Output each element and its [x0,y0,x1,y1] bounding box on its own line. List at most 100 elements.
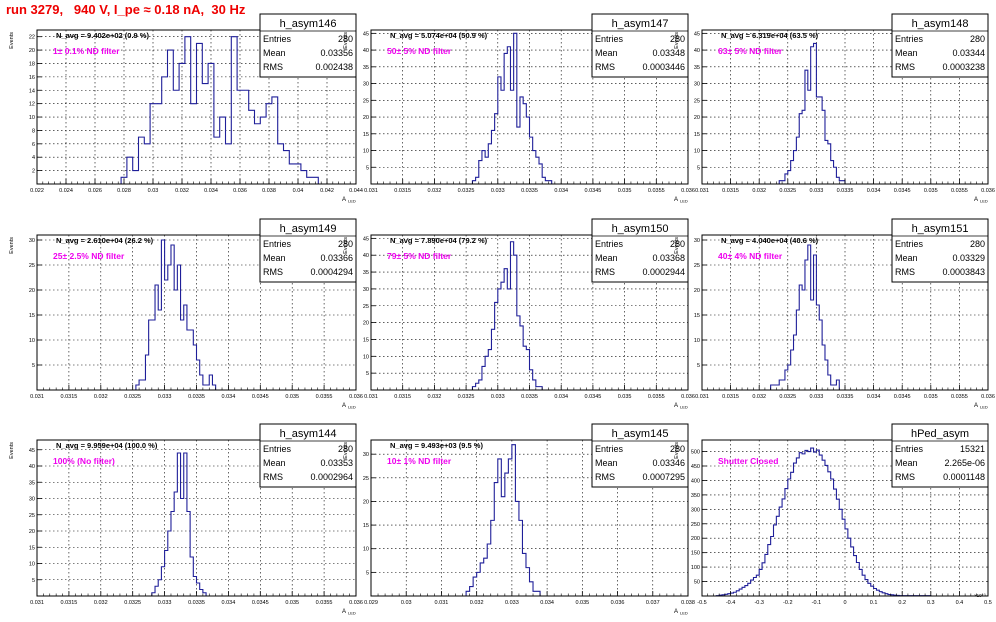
y-tick-label: 45 [694,31,700,37]
x-tick-label: 0.0325 [779,394,796,400]
x-tick-label: 0.035 [924,188,938,194]
x-tick-label: 0.038 [262,188,276,194]
y-tick-label: 30 [363,82,369,88]
y-axis-title: Events [674,32,680,49]
x-axis-title: A [974,403,978,409]
stats-rms-label: RMS [263,472,283,482]
y-tick-label: 4 [32,155,35,161]
y-tick-label: 12 [29,102,35,108]
x-tick-label: 0.0345 [584,188,601,194]
stats-rms-label: RMS [895,267,915,277]
stats-entries-value: 280 [338,239,353,249]
y-tick-label: 20 [694,288,700,294]
histogram-bars [471,241,543,390]
stats-entries-label: Entries [595,239,624,249]
stats-entries-value: 280 [338,444,353,454]
y-tick-label: 22 [29,35,35,41]
x-tick-label: 0.034 [204,188,218,194]
x-tick-label: 0.0315 [394,394,411,400]
x-tick-label: 0.031 [435,600,449,606]
y-tick-label: 15 [363,132,369,138]
x-tick-label: 0.5 [984,600,992,606]
stats-mean-label: Mean [895,48,918,58]
x-tick-label: 0.032 [428,394,442,400]
x-tick-label: 0.0315 [722,188,739,194]
y-tick-label: 150 [691,551,700,557]
stats-entries-label: Entries [595,444,624,454]
navg-label: N_avg = 2.610e+04 (26.2 %) [56,236,154,245]
y-tick-label: 10 [29,338,35,344]
y-tick-label: 5 [366,570,369,576]
x-tick-label: 0.036 [681,394,695,400]
filter-label: 100% (No filter) [53,456,115,466]
x-tick-label: 0.032 [94,600,108,606]
x-tick-label: 0.0355 [316,394,333,400]
stats-mean-label: Mean [595,458,618,468]
stats-mean-value: 0.03348 [652,48,685,58]
y-tick-label: 15 [363,337,369,343]
stats-rms-value: 0.0002964 [310,472,353,482]
x-tick-label: 0.031 [695,394,709,400]
histogram-bars [151,452,207,596]
histogram-bars [715,447,932,597]
x-tick-label: 0.036 [681,188,695,194]
y-tick-label: 20 [29,48,35,54]
x-tick-label: -0.2 [783,600,792,606]
filter-label: Shutter Closed [718,456,778,466]
x-tick-label: 0.2 [898,600,906,606]
x-tick-label: 0.031 [695,188,709,194]
stats-rms-label: RMS [595,472,615,482]
y-tick-label: 15 [29,545,35,551]
x-tick-label: 0.033 [505,600,519,606]
x-axis-title-subscript: LED [348,199,356,204]
y-tick-label: 10 [29,115,35,121]
stats-rms-value: 0.0002944 [642,267,685,277]
y-tick-label: 30 [694,82,700,88]
stats-mean-value: 0.03368 [652,253,685,263]
histogram-panel: 0.031 0.0315 0.032 0.0325 0.033 0.0335 0.034 0.… [674,13,995,204]
y-axis-title: Events [674,442,680,459]
histogram-bars [135,239,217,390]
y-tick-label: 20 [363,115,369,121]
y-axis-title: Events [9,237,15,254]
histogram-panel: 0.031 0.0315 0.032 0.0325 0.033 0.0335 0.034 0.… [343,13,695,204]
stats-rms-value: 0.0001148 [943,472,985,482]
x-tick-label: 0.032 [752,188,766,194]
y-axis-title: Events [343,442,349,459]
y-tick-label: 30 [363,452,369,458]
histogram-panel: 0.031 0.0315 0.032 0.0325 0.033 0.0335 0.034 0.… [9,218,363,410]
histogram-name: h_asym149 [280,223,337,235]
x-tick-label: 0.4 [956,600,964,606]
y-axis-title: Events [343,237,349,254]
x-tick-label: 0.03 [148,188,159,194]
x-tick-label: 0.032 [470,600,484,606]
x-tick-label: 0.035 [618,188,632,194]
navg-label: N_avg = 9.493e+03 (9.5 %) [390,441,483,450]
navg-label: N_avg = 4.040e+04 (40.6 %) [721,236,819,245]
stats-mean-label: Mean [263,253,286,263]
stats-entries-value: 280 [970,239,985,249]
y-tick-label: 5 [32,578,35,584]
stats-box [591,218,689,283]
y-tick-label: 5 [697,165,700,171]
filter-label: 10± 1% ND filter [387,456,452,466]
x-tick-label: 0.0335 [521,188,538,194]
histogram-panel: 0.022 0.024 0.026 0.028 0.03 0.032 0.034 0.036 0… [9,13,363,204]
y-tick-label: 10 [29,562,35,568]
x-axis-title: A [974,197,978,203]
x-tick-label: 0.034 [554,188,568,194]
x-tick-label: 0.034 [222,600,236,606]
filter-label: 1± 0.1% ND filter [53,46,120,56]
x-tick-label: 0.036 [611,600,625,606]
y-tick-label: 15 [694,132,700,138]
stats-rms-label: RMS [895,62,915,72]
x-tick-label: 0.0345 [894,188,911,194]
x-tick-label: 0.022 [30,188,44,194]
y-tick-label: 15 [29,313,35,319]
x-axis-title: A [674,197,678,203]
stats-mean-value: 0.03346 [652,458,685,468]
y-tick-label: 30 [363,287,369,293]
y-tick-label: 5 [697,363,700,369]
x-tick-label: 0.029 [364,600,378,606]
